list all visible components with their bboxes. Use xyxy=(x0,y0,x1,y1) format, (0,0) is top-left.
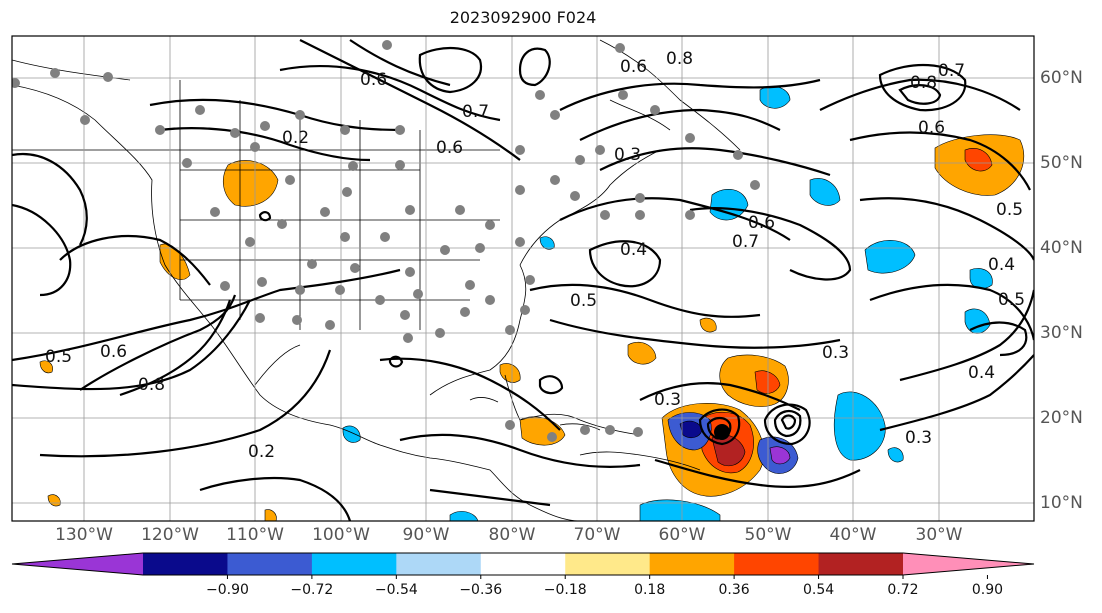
colorbar-cell xyxy=(818,553,904,575)
colorbar-cell xyxy=(227,553,313,575)
stipple-dots xyxy=(12,40,760,442)
contour-label: 0.5 xyxy=(45,347,72,367)
contour-label: 0.5 xyxy=(996,200,1023,220)
lon-label: 30°W xyxy=(915,525,963,545)
contour-label: 0.8 xyxy=(910,73,937,93)
colorbar-tick-label: −0.90 xyxy=(205,582,249,598)
contour-label: 0.7 xyxy=(938,61,965,81)
contour-label: 0.5 xyxy=(998,290,1025,310)
colorbar-tick-label: −0.72 xyxy=(290,582,334,598)
lon-label: 100°W xyxy=(312,525,370,545)
colorbar-tick-label: −0.36 xyxy=(459,582,503,598)
coastlines xyxy=(12,39,741,521)
lat-label: 30°N xyxy=(1040,323,1083,343)
contour-label: 0.7 xyxy=(462,102,489,122)
contour-label: 0.4 xyxy=(620,240,647,260)
contour-label: 0.6 xyxy=(748,213,775,233)
contour-label: 0.3 xyxy=(905,428,932,448)
lon-label: 80°W xyxy=(488,525,536,545)
contour-label: 0.8 xyxy=(138,375,165,395)
lon-label: 70°W xyxy=(573,525,621,545)
colorbar-tick-label: 0.72 xyxy=(887,582,919,598)
colorbar-tick-label: 0.18 xyxy=(634,582,666,598)
contour-label: 0.6 xyxy=(620,57,647,77)
contour-label: 0.3 xyxy=(614,145,641,165)
colorbar-cell xyxy=(649,553,735,575)
lat-label: 40°N xyxy=(1040,238,1083,258)
contour-label: 0.7 xyxy=(732,232,759,252)
colorbar-cell xyxy=(396,553,482,575)
contour-label: 0.6 xyxy=(360,70,387,90)
contour-value-labels: 0.2 0.6 0.7 0.6 0.8 0.6 0.3 0.4 0.6 0.7 … xyxy=(45,49,1025,462)
lon-label: 50°W xyxy=(744,525,792,545)
contour-label: 0.2 xyxy=(248,442,275,462)
contour-label: 0.3 xyxy=(654,390,681,410)
colorbar-tick-label: 0.36 xyxy=(718,582,750,598)
colorbar-extend-max xyxy=(903,553,1034,575)
lon-label: 130°W xyxy=(55,525,113,545)
contour-label: 0.2 xyxy=(282,128,309,148)
lat-label: 50°N xyxy=(1040,153,1083,173)
map-frame xyxy=(11,35,1035,522)
contour-label: 0.4 xyxy=(988,255,1015,275)
colorbar-cell xyxy=(480,553,566,575)
colorbar-tick-label: 0.90 xyxy=(971,582,1004,598)
lat-label: 60°N xyxy=(1040,68,1083,88)
colorbar-cell xyxy=(734,553,820,575)
colorbar-tick-label: −0.18 xyxy=(543,582,587,598)
lat-label: 10°N xyxy=(1040,493,1083,513)
lat-label: 20°N xyxy=(1040,408,1083,428)
lon-label: 40°W xyxy=(829,525,877,545)
contour-label: 0.3 xyxy=(822,343,849,363)
contour-label: 0.6 xyxy=(100,342,127,362)
colorbar-tick-label: 0.54 xyxy=(802,582,835,598)
contour-label: 0.6 xyxy=(918,118,945,138)
colorbar-extend-min xyxy=(12,553,143,575)
colorbar-outline xyxy=(11,552,1035,576)
lon-label: 90°W xyxy=(402,525,450,545)
lon-label: 120°W xyxy=(141,525,199,545)
colorbar-cell xyxy=(143,553,228,575)
lon-label: 60°W xyxy=(658,525,706,545)
storm-center xyxy=(714,424,730,440)
contour-label: 0.4 xyxy=(968,363,995,383)
map-title: 2023092900 F024 xyxy=(449,8,597,27)
contour-label: 0.8 xyxy=(666,49,693,69)
colorbar-tick-label: −0.54 xyxy=(374,582,418,598)
contour-label: 0.6 xyxy=(436,138,463,158)
lon-label: 110°W xyxy=(226,525,284,545)
colorbar-cell xyxy=(311,553,397,575)
contour-label: 0.5 xyxy=(570,291,597,311)
colorbar-cell xyxy=(565,553,651,575)
graticule xyxy=(12,36,1034,521)
contour-lines xyxy=(12,39,1034,521)
